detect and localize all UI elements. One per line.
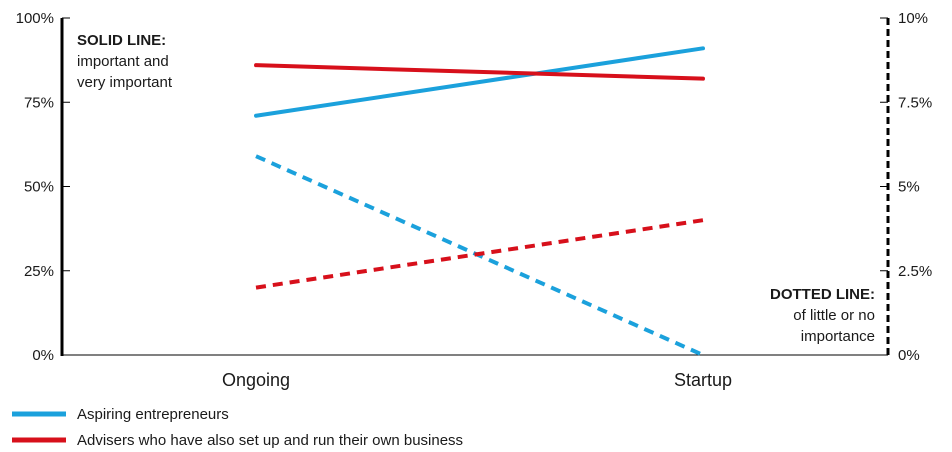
solid-line-annotation: SOLID LINE: important and very important [77, 32, 173, 91]
left-tick-label: 50% [24, 179, 54, 196]
legend: Aspiring entrepreneurs Advisers who have… [12, 406, 463, 449]
legend-label-aspiring-entrepreneurs: Aspiring entrepreneurs [77, 406, 229, 423]
right-tick-label: 10% [898, 10, 928, 27]
left-tick-label: 0% [32, 347, 54, 364]
left-tick-label: 100% [16, 10, 54, 27]
left-ticks: 0% 25% 50% 75% 100% [16, 10, 70, 364]
solid-annotation-line-2: very important [77, 74, 173, 91]
series-0-solid-line [254, 46, 705, 118]
dotted-annotation-title: DOTTED LINE: [770, 286, 875, 303]
left-tick-label: 75% [24, 94, 54, 111]
right-tick-label: 0% [898, 347, 920, 364]
dotted-line-annotation: DOTTED LINE: of little or no importance [770, 286, 875, 345]
legend-label-advisers: Advisers who have also set up and run th… [77, 432, 463, 449]
axes [60, 18, 890, 356]
right-tick-label: 7.5% [898, 94, 932, 111]
right-tick-label: 5% [898, 179, 920, 196]
left-tick-label: 25% [24, 263, 54, 280]
right-ticks: 0% 2.5% 5% 7.5% 10% [880, 10, 932, 364]
category-label: Startup [674, 370, 732, 390]
solid-annotation-title: SOLID LINE: [77, 32, 166, 49]
category-labels: Ongoing Startup [222, 370, 732, 390]
right-tick-label: 2.5% [898, 263, 932, 280]
series-1-solid-line [254, 63, 705, 81]
legend-item-aspiring-entrepreneurs: Aspiring entrepreneurs [12, 406, 229, 423]
dotted-annotation-line-2: importance [801, 328, 875, 345]
series-lines [254, 46, 705, 357]
category-label: Ongoing [222, 370, 290, 390]
dotted-annotation-line-1: of little or no [793, 307, 875, 324]
legend-item-advisers: Advisers who have also set up and run th… [12, 432, 463, 449]
solid-annotation-line-1: important and [77, 53, 169, 70]
series-1-dotted-line [255, 218, 704, 290]
